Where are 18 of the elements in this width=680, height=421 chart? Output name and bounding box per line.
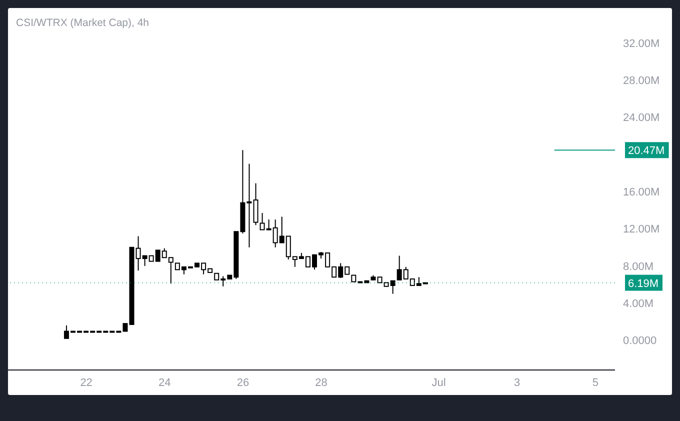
- x-tick-label: 26: [236, 376, 250, 389]
- ref-line-label: 20.47M: [628, 145, 665, 158]
- y-tick-label: 24.00M: [623, 112, 660, 124]
- y-tick-label: 0.0000: [623, 335, 657, 348]
- y-tick-label: 16.00M: [623, 186, 660, 199]
- ref-line-label: 6.19M: [628, 278, 659, 290]
- y-tick-label: 12.00M: [623, 224, 660, 236]
- x-tick-label: 3: [514, 376, 520, 389]
- x-tick-label: 28: [315, 376, 328, 389]
- x-tick-label: 5: [592, 376, 598, 389]
- x-tick-label: 22: [80, 376, 92, 389]
- chart-title: CSI/WTRX (Market Cap), 4h: [16, 17, 150, 29]
- y-tick-label: 4.00M: [623, 298, 654, 310]
- x-tick-label: 24: [158, 376, 171, 389]
- y-tick-label: 8.00M: [623, 260, 654, 273]
- y-tick-label: 28.00M: [623, 75, 660, 88]
- y-tick-label: 32.00M: [623, 38, 660, 50]
- x-tick-label: Jul: [432, 376, 446, 389]
